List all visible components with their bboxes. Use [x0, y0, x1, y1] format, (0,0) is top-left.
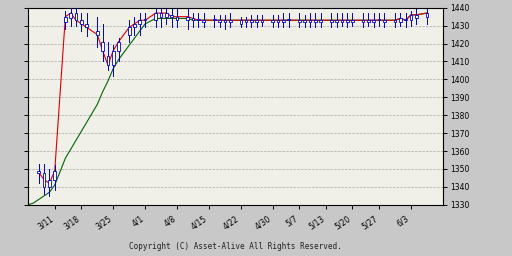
Bar — [404, 19, 407, 20]
Bar — [383, 20, 386, 22]
Bar — [112, 51, 115, 65]
Bar — [319, 20, 322, 22]
Bar — [170, 15, 173, 17]
Bar — [144, 19, 146, 20]
Bar — [250, 20, 253, 22]
Bar — [53, 171, 56, 180]
Bar — [64, 17, 67, 22]
Bar — [415, 15, 418, 18]
Bar — [255, 20, 258, 22]
Text: Copyright (C) Asset-Alive All Rights Reserved.: Copyright (C) Asset-Alive All Rights Res… — [129, 242, 342, 251]
Bar — [314, 20, 316, 22]
Bar — [309, 20, 311, 22]
Bar — [271, 20, 274, 22]
Bar — [176, 17, 178, 20]
Bar — [75, 13, 77, 20]
Bar — [213, 19, 216, 20]
Bar — [191, 18, 195, 20]
Bar — [394, 20, 396, 22]
Bar — [138, 20, 141, 24]
Bar — [128, 27, 131, 35]
Bar — [48, 180, 51, 187]
Bar — [240, 20, 242, 24]
Bar — [245, 20, 247, 22]
Bar — [229, 20, 231, 22]
Bar — [69, 13, 72, 18]
Bar — [43, 173, 46, 187]
Bar — [367, 20, 370, 22]
Bar — [37, 171, 40, 173]
Bar — [410, 15, 412, 20]
Bar — [362, 20, 365, 22]
Bar — [298, 20, 301, 22]
Bar — [399, 18, 402, 22]
Bar — [425, 13, 428, 17]
Bar — [106, 56, 109, 65]
Bar — [80, 20, 82, 24]
Bar — [218, 20, 221, 22]
Bar — [155, 13, 157, 20]
Bar — [351, 20, 354, 22]
Bar — [372, 20, 375, 22]
Bar — [101, 42, 104, 51]
Bar — [160, 13, 162, 17]
Bar — [224, 20, 226, 22]
Bar — [340, 20, 343, 22]
Bar — [186, 17, 189, 20]
Bar — [330, 20, 333, 22]
Bar — [346, 20, 349, 22]
Bar — [117, 42, 120, 51]
Bar — [335, 20, 338, 22]
Bar — [96, 31, 99, 35]
Bar — [276, 20, 280, 22]
Bar — [133, 24, 136, 27]
Bar — [287, 19, 290, 20]
Bar — [197, 19, 200, 20]
Bar — [202, 20, 205, 22]
Bar — [86, 24, 88, 27]
Bar — [303, 20, 306, 22]
Bar — [282, 20, 285, 22]
Bar — [165, 13, 168, 17]
Bar — [378, 19, 380, 20]
Bar — [261, 20, 264, 22]
